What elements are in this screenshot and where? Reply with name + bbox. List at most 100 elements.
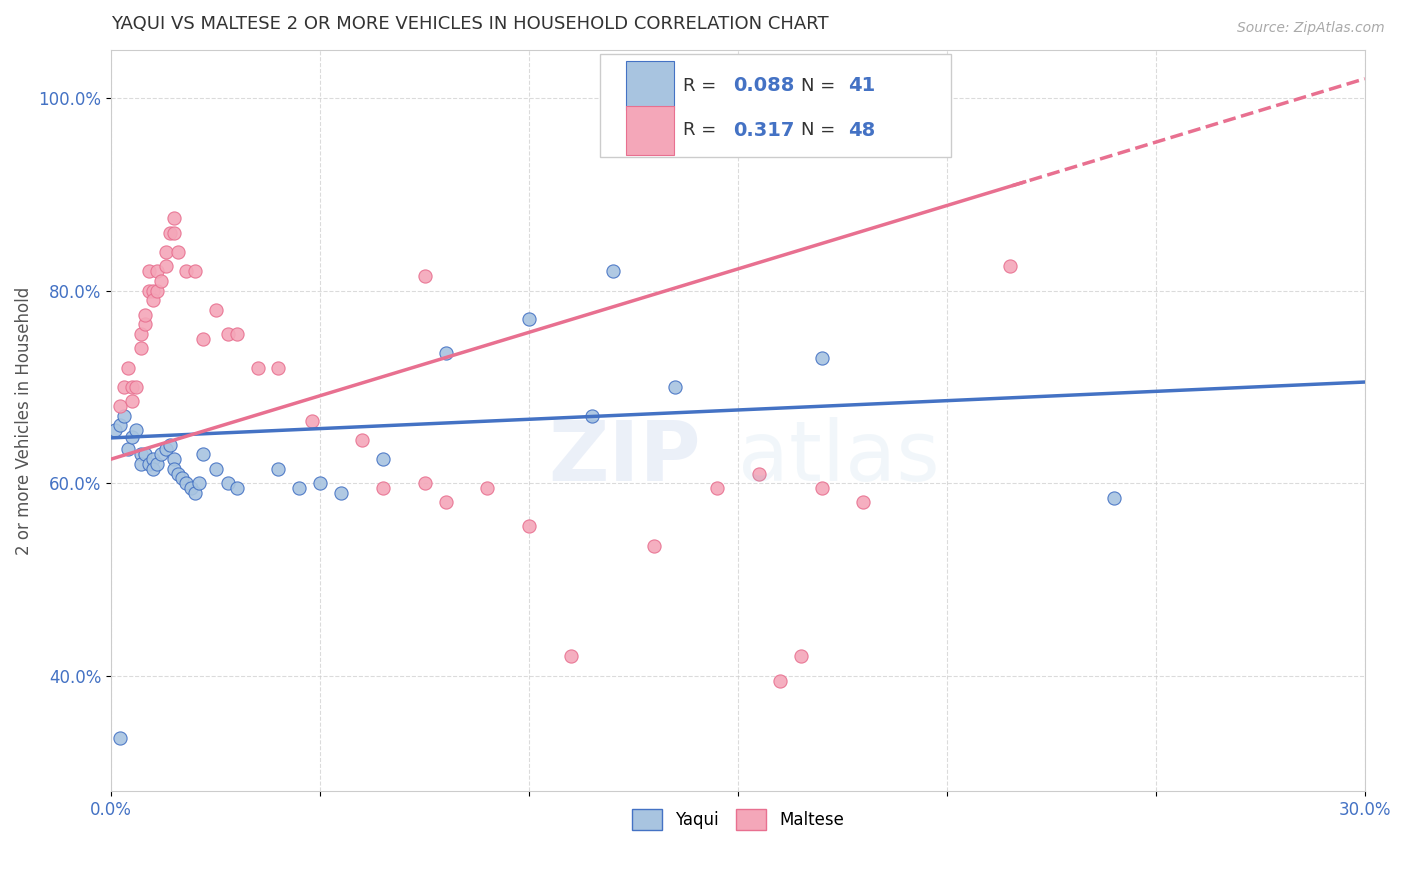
Text: atlas: atlas bbox=[738, 417, 939, 498]
Text: N =: N = bbox=[800, 77, 841, 95]
Point bbox=[225, 481, 247, 495]
Point bbox=[167, 245, 190, 260]
Point bbox=[664, 380, 686, 394]
Point bbox=[159, 437, 181, 451]
Point bbox=[748, 467, 770, 481]
Point bbox=[163, 226, 186, 240]
Point bbox=[193, 447, 215, 461]
Point bbox=[225, 326, 247, 341]
Point bbox=[301, 413, 323, 427]
Text: N =: N = bbox=[800, 121, 841, 139]
Text: 0.088: 0.088 bbox=[733, 77, 794, 95]
Point bbox=[108, 399, 131, 413]
Point bbox=[176, 476, 198, 491]
Point bbox=[184, 485, 207, 500]
Point bbox=[188, 476, 211, 491]
FancyBboxPatch shape bbox=[600, 54, 950, 157]
Point bbox=[159, 226, 181, 240]
Point bbox=[125, 380, 148, 394]
Point bbox=[413, 269, 436, 284]
Point bbox=[706, 481, 728, 495]
Point bbox=[517, 312, 540, 326]
Point bbox=[204, 302, 226, 317]
Point bbox=[204, 461, 226, 475]
Point bbox=[1102, 491, 1125, 505]
Point bbox=[138, 264, 160, 278]
Point bbox=[117, 360, 139, 375]
Point bbox=[350, 433, 373, 447]
Point bbox=[581, 409, 603, 423]
Point bbox=[150, 447, 173, 461]
Point bbox=[288, 481, 311, 495]
Point bbox=[193, 332, 215, 346]
Point bbox=[371, 481, 394, 495]
Point bbox=[434, 346, 457, 360]
Text: 48: 48 bbox=[848, 120, 876, 140]
Point bbox=[163, 211, 186, 226]
Point bbox=[129, 326, 152, 341]
Point bbox=[121, 394, 143, 409]
Point bbox=[129, 342, 152, 356]
Text: 41: 41 bbox=[848, 77, 876, 95]
Point bbox=[142, 284, 165, 298]
Point bbox=[134, 447, 156, 461]
Point bbox=[810, 481, 832, 495]
Point bbox=[146, 284, 169, 298]
Point bbox=[121, 380, 143, 394]
Y-axis label: 2 or more Vehicles in Household: 2 or more Vehicles in Household bbox=[15, 286, 32, 555]
FancyBboxPatch shape bbox=[627, 106, 673, 155]
Point bbox=[246, 360, 269, 375]
Point bbox=[413, 476, 436, 491]
Text: R =: R = bbox=[683, 77, 721, 95]
Text: ZIP: ZIP bbox=[548, 417, 700, 498]
Point bbox=[121, 430, 143, 444]
Point bbox=[998, 260, 1021, 274]
FancyBboxPatch shape bbox=[627, 62, 673, 111]
Point bbox=[517, 519, 540, 533]
Point bbox=[434, 495, 457, 509]
Point bbox=[129, 457, 152, 471]
Point bbox=[108, 418, 131, 433]
Point bbox=[184, 264, 207, 278]
Point bbox=[138, 457, 160, 471]
Point bbox=[852, 495, 875, 509]
Point bbox=[330, 485, 353, 500]
Text: Source: ZipAtlas.com: Source: ZipAtlas.com bbox=[1237, 21, 1385, 35]
Point bbox=[217, 326, 239, 341]
Point bbox=[560, 649, 582, 664]
Legend: Yaqui, Maltese: Yaqui, Maltese bbox=[626, 803, 851, 837]
Point bbox=[371, 452, 394, 467]
Point bbox=[477, 481, 499, 495]
Point bbox=[309, 476, 332, 491]
Point bbox=[150, 274, 173, 288]
Point bbox=[146, 457, 169, 471]
Point bbox=[112, 409, 135, 423]
Text: YAQUI VS MALTESE 2 OR MORE VEHICLES IN HOUSEHOLD CORRELATION CHART: YAQUI VS MALTESE 2 OR MORE VEHICLES IN H… bbox=[111, 15, 830, 33]
Point bbox=[267, 461, 290, 475]
Point bbox=[142, 461, 165, 475]
Point bbox=[155, 260, 177, 274]
Point bbox=[810, 351, 832, 365]
Point bbox=[112, 380, 135, 394]
Point bbox=[163, 461, 186, 475]
Point bbox=[155, 442, 177, 457]
Point bbox=[180, 481, 202, 495]
Point bbox=[146, 264, 169, 278]
Point bbox=[172, 471, 194, 485]
Point bbox=[104, 423, 127, 437]
Point bbox=[643, 539, 665, 553]
Point bbox=[163, 452, 186, 467]
Point bbox=[267, 360, 290, 375]
Point bbox=[769, 673, 792, 688]
Point bbox=[125, 423, 148, 437]
Point bbox=[217, 476, 239, 491]
Point bbox=[789, 649, 811, 664]
Point bbox=[155, 245, 177, 260]
Point bbox=[142, 293, 165, 308]
Point bbox=[167, 467, 190, 481]
Point bbox=[117, 442, 139, 457]
Text: 0.317: 0.317 bbox=[733, 120, 794, 140]
Point bbox=[134, 308, 156, 322]
Point bbox=[134, 318, 156, 332]
Point bbox=[176, 264, 198, 278]
